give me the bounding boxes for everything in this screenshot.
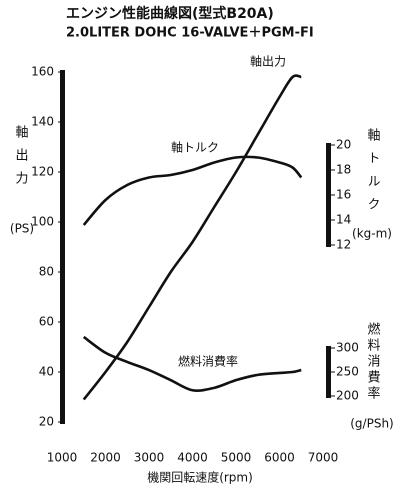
series-line (82, 155, 303, 226)
y-tick-label: 120 (31, 165, 54, 179)
series-label: 軸出力 (250, 55, 286, 69)
x-tick-label: 7000 (308, 451, 339, 465)
y3-axis-bar (326, 346, 331, 398)
y-axis-bar (60, 70, 65, 424)
y2-tick-label: 12 (336, 238, 351, 252)
series-label: 軸トルク (171, 141, 219, 155)
x-tick-label: 4000 (177, 451, 208, 465)
y3-tick-label: 250 (336, 365, 359, 379)
y2-axis-title: 軸トルク (365, 128, 381, 220)
y-tick-label: 40 (39, 365, 54, 379)
y3-axis-unit: (g/PSh) (350, 417, 393, 431)
y2-tick-label: 14 (336, 213, 351, 227)
y2-axis-unit: (kg-m) (352, 227, 392, 241)
y-tick-label: 20 (39, 415, 54, 429)
y-axis-unit: (PS) (10, 222, 34, 236)
x-tick-label: 3000 (134, 451, 165, 465)
chart-subtitle: 2.0LITER DOHC 16-VALVE＋PGM-FI (66, 26, 314, 41)
y-tick-label: 60 (39, 315, 54, 329)
series-line (82, 335, 302, 392)
chart-title: エンジン性能曲線図(型式B20A) (66, 5, 274, 22)
y3-axis-title: 燃料消費率 (365, 321, 381, 402)
x-tick-label: 5000 (221, 451, 252, 465)
x-axis-title: 機関回転速度(rpm) (147, 470, 253, 485)
y-tick-label: 80 (39, 265, 54, 279)
y3-tick-label: 200 (336, 389, 359, 403)
y-tick-label: 160 (31, 65, 54, 79)
y-tick-label: 140 (31, 115, 54, 129)
y2-axis-bar (326, 143, 331, 247)
y3-tick-label: 300 (336, 341, 359, 355)
y2-tick-label: 20 (336, 138, 351, 152)
x-tick-label: 6000 (264, 451, 295, 465)
y-axis-title: 軸出力 (13, 125, 29, 194)
y2-tick-label: 18 (336, 163, 351, 177)
x-tick-label: 1000 (47, 451, 78, 465)
series-label: 燃料消費率 (178, 354, 238, 369)
y-tick-label: 100 (31, 215, 54, 229)
y2-tick-label: 16 (336, 188, 351, 202)
series-line (82, 74, 302, 401)
x-tick-label: 2000 (90, 451, 121, 465)
